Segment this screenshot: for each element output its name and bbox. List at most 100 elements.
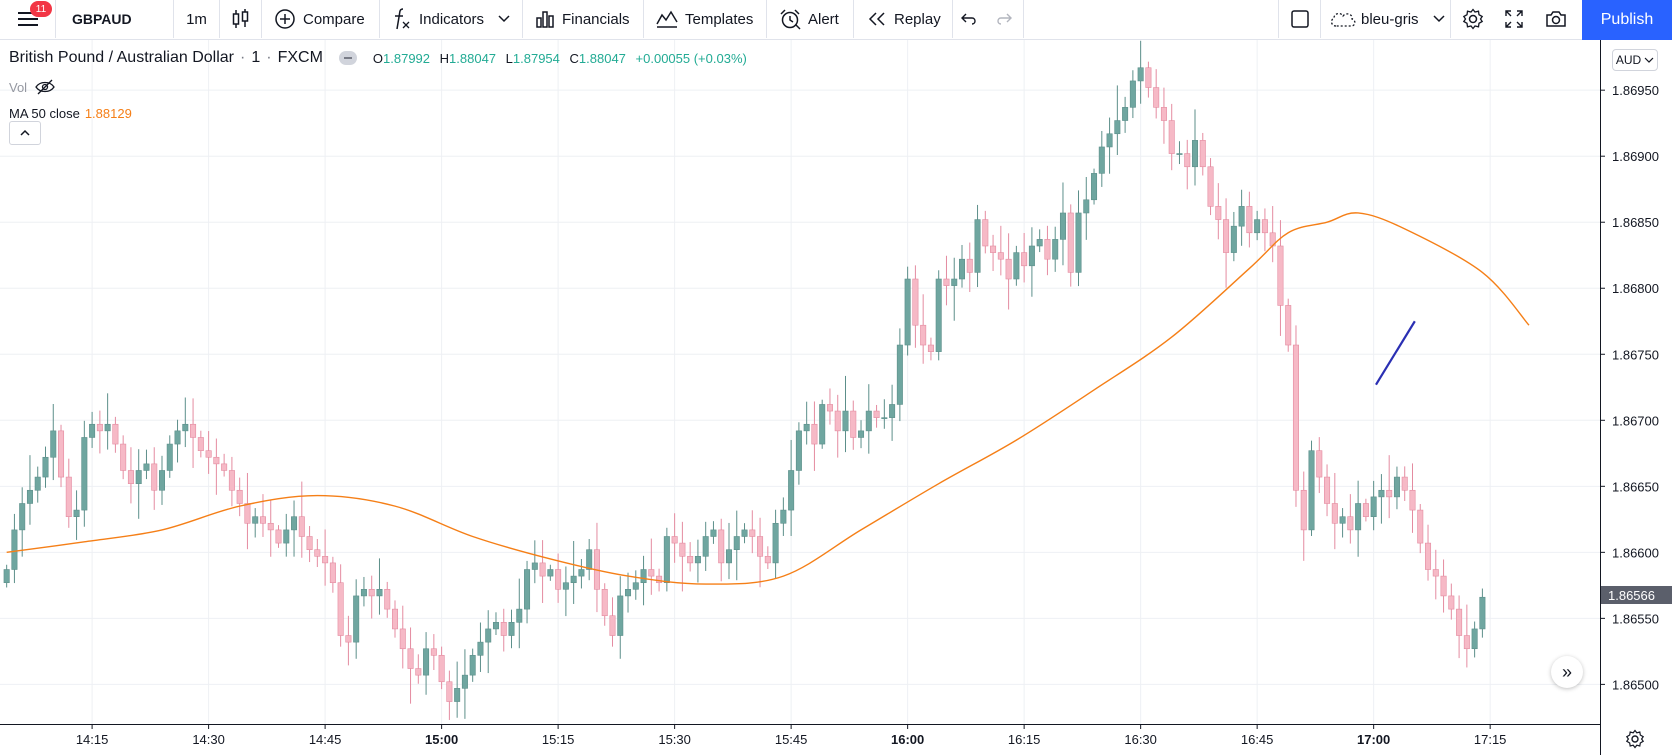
candle-body [904,278,911,346]
currency-selector[interactable]: AUD [1612,49,1658,71]
candle [1432,549,1439,600]
candle-body [749,529,756,537]
candle [788,439,795,536]
candle [508,609,515,649]
chevron-down-icon [1644,57,1654,63]
chevron-down-icon [498,15,510,23]
collapse-legend-button[interactable] [9,121,41,145]
compare-button[interactable]: Compare [262,0,380,38]
candle-body [1246,206,1253,234]
price-tick-label: 1.86800 [1612,281,1659,296]
fullscreen-icon [1505,10,1523,28]
candle-body [764,556,771,564]
candle-body [578,569,585,577]
scroll-to-realtime-button[interactable]: » [1551,656,1583,688]
candle-body [81,437,88,511]
candle-body [555,569,562,590]
candle [749,510,756,554]
financials-label: Financials [562,10,630,28]
candle [104,393,111,450]
price-tick-label: 1.86750 [1612,347,1659,362]
minus-toggle-icon[interactable] [338,51,357,65]
eye-hidden-icon[interactable] [35,79,55,95]
time-tick-label: 16:45 [1241,732,1274,747]
candle-body [392,608,399,630]
candle [1448,583,1455,620]
candle [407,627,414,704]
candle [959,244,966,288]
candle-body [1300,489,1307,531]
candle [687,542,694,572]
bar-chart-icon [536,11,554,28]
time-tick-label: 15:45 [775,732,808,747]
candle [966,242,973,293]
settings-button[interactable] [1450,0,1494,38]
symbol-search-button[interactable]: GBPAUD [56,0,174,38]
candle [1207,158,1214,216]
candle-body [1176,153,1183,155]
candle-body [896,344,903,405]
candle [1176,141,1183,165]
interval-button[interactable]: 1m [174,0,220,38]
candle-body [632,582,639,590]
indicators-button[interactable]: Indicators [380,0,523,38]
candle-body [959,258,966,280]
financials-button[interactable]: Financials [523,0,644,38]
candle-body [1160,107,1167,121]
candle-body [166,443,173,471]
candle-body [951,278,958,286]
candle-body [3,569,10,584]
price-chart[interactable]: 1.86950 1.86900 1.86850 1.86800 1.86750 1.867… [0,40,1672,755]
candle-body [656,575,663,584]
candle [1075,190,1082,287]
candle-body [1145,67,1152,88]
alert-button[interactable]: Alert [767,0,854,38]
candle [399,605,406,669]
candle [555,553,562,603]
ohlc-values: O1.87992 H1.88047 L1.87954 C1.88047 +0.0… [372,50,747,66]
redo-button[interactable] [984,0,1024,38]
candle-body [772,522,779,564]
undo-button[interactable] [952,0,984,38]
candle-body [547,569,554,577]
candle [1192,109,1199,186]
fullscreen-button[interactable] [1494,0,1534,38]
trend-line-drawing[interactable] [1375,320,1416,386]
publish-button[interactable]: Publish [1582,0,1672,40]
candle [228,456,235,507]
candle [1277,220,1284,336]
select-square-button[interactable] [1278,0,1320,38]
time-tick-label: 14:15 [76,732,109,747]
candle [159,455,166,505]
candle [182,397,189,448]
alarm-clock-icon [780,9,801,30]
replay-button[interactable]: Replay [854,0,952,38]
candle [306,526,313,563]
candle-body [508,622,515,636]
candle [1230,211,1237,262]
candle-body [1254,219,1261,234]
candle-body [11,529,18,570]
chart-legend: British Pound / Australian Dollar · 1 · … [9,49,747,66]
candle-body [803,423,810,432]
axis-settings-gear-icon[interactable] [1625,729,1645,749]
candle [58,424,65,488]
time-tick-label: 16:30 [1124,732,1157,747]
candle [1417,504,1424,554]
volume-indicator-row: Vol [9,79,55,95]
candle [570,540,577,604]
templates-button[interactable]: Templates [644,0,767,38]
candle [337,564,344,647]
candle [454,661,461,718]
candle [415,654,422,684]
candle-body [1308,450,1315,531]
time-axis[interactable]: 14:15 14:30 14:45 15:00 15:15 15:30 15:45 16:00… [76,724,1507,747]
candle-body [524,569,531,610]
candle-body [1432,569,1439,577]
price-axis[interactable]: 1.86950 1.86900 1.86850 1.86800 1.86750 1.867… [1600,40,1672,755]
chart-type-button[interactable] [220,0,262,38]
snapshot-button[interactable] [1534,0,1578,38]
layout-button[interactable]: bleu-gris [1320,0,1450,38]
candle [539,540,546,603]
main-menu-button[interactable]: 11 [0,0,56,38]
